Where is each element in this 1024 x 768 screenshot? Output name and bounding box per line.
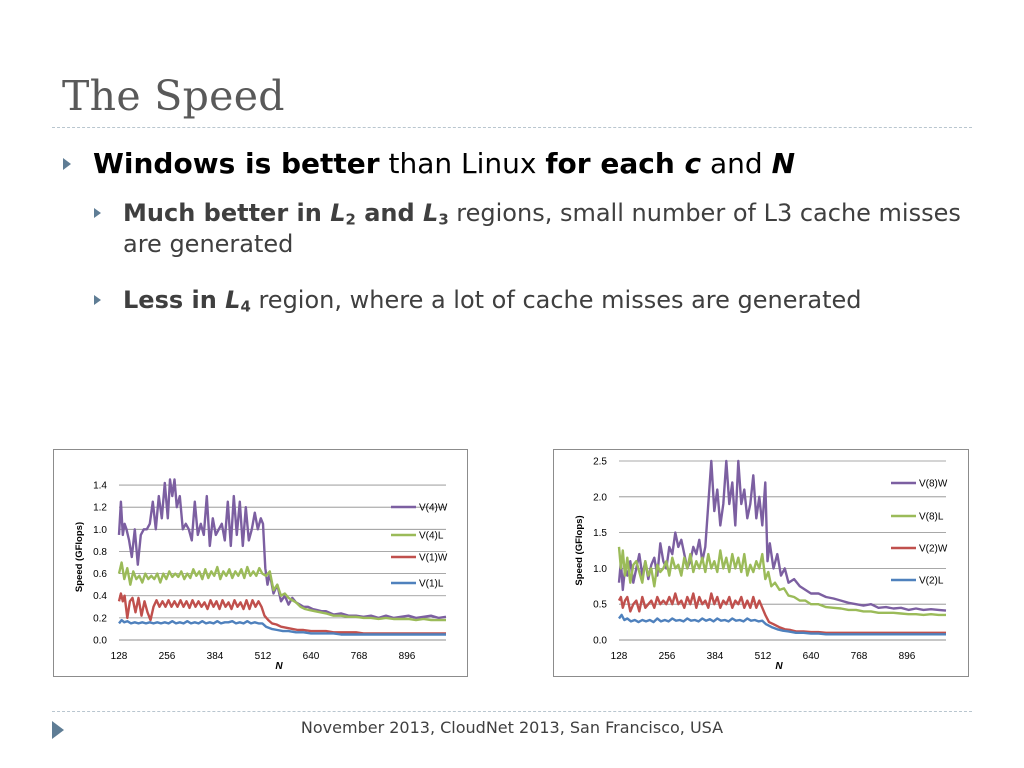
title-divider <box>52 127 972 128</box>
x-tick-label: 128 <box>111 651 128 662</box>
x-tick-label: 128 <box>611 651 628 662</box>
y-tick-label: 0.4 <box>93 591 107 602</box>
x-tick-label: 640 <box>303 651 320 662</box>
y-tick-label: 1.5 <box>593 528 607 539</box>
x-axis-label: N <box>775 661 783 672</box>
legend-entry: V(2)W <box>919 544 948 555</box>
y-tick-label: 1.0 <box>93 525 107 536</box>
y-tick-label: 0.0 <box>93 636 107 647</box>
x-tick-label: 384 <box>207 651 224 662</box>
footer-divider <box>52 711 972 712</box>
legend-entry: V(8)W <box>919 479 948 490</box>
x-tick-label: 896 <box>399 651 416 662</box>
series-line-V(1)W <box>117 592 446 635</box>
legend-entry: V(2)L <box>919 576 944 587</box>
series-line-V(2)W <box>617 592 946 635</box>
speed-chart-v8-v2: 0.0 0.5 1.0 1.5 2.0 2.5 128 256 384 512 640 768 896 N… <box>574 457 948 673</box>
y-tick-label: 1.2 <box>93 503 107 514</box>
sub-bullet-arrow-icon <box>94 208 101 218</box>
slide-title: The Speed <box>62 72 285 120</box>
series-line-V(2)L <box>618 613 946 636</box>
y-axis-label: Speed (GFlops) <box>74 522 85 592</box>
y-axis-label: Speed (GFlops) <box>574 515 585 585</box>
x-tick-label: 384 <box>707 651 724 662</box>
y-tick-label: 1.4 <box>93 481 107 492</box>
footer-text: November 2013, CloudNet 2013, San Franci… <box>300 718 724 737</box>
bullet-windows-better: Windows is better than Linux for each c … <box>93 147 796 180</box>
x-tick-label: 256 <box>659 651 676 662</box>
x-tick-label: 768 <box>351 651 368 662</box>
x-tick-label: 640 <box>803 651 820 662</box>
y-tick-label: 2.5 <box>593 457 607 468</box>
x-tick-label: 512 <box>255 651 272 662</box>
y-tick-label: 0.2 <box>93 613 107 624</box>
legend-entry: V(8)L <box>919 512 944 523</box>
bullet-l2-l3-regions: Much better in L2 and L3 regions, small … <box>123 199 961 258</box>
bullet-l4-region: Less in L4 region, where a lot of cache … <box>123 286 862 316</box>
y-tick-label: 0.6 <box>93 569 107 580</box>
legend-entry: V(4)L <box>419 531 444 542</box>
y-tick-label: 0.0 <box>593 636 607 647</box>
y-tick-label: 0.8 <box>93 547 107 558</box>
bullet-arrow-icon <box>63 158 71 170</box>
legend-entry: V(1)L <box>419 579 444 590</box>
chart-right: 0.0 0.5 1.0 1.5 2.0 2.5 128 256 384 512 640 768 896 N… <box>553 449 969 677</box>
speed-chart-v4-v1: 0.0 0.2 0.4 0.6 0.8 1.0 1.2 1.4 128 256 384 512 640 7… <box>74 478 448 672</box>
x-tick-label: 896 <box>899 651 916 662</box>
x-tick-label: 768 <box>851 651 868 662</box>
x-tick-label: 256 <box>159 651 176 662</box>
y-tick-label: 1.0 <box>593 564 607 575</box>
series-line-V(8)W <box>617 459 947 612</box>
series-line-V(1)L <box>118 618 446 636</box>
footer-arrow-icon <box>52 721 64 739</box>
sub-bullet-arrow-icon <box>94 295 101 305</box>
series-line-V(4)L <box>117 561 446 622</box>
x-tick-label: 512 <box>755 651 772 662</box>
y-tick-label: 2.0 <box>593 492 607 503</box>
chart-left: 0.0 0.2 0.4 0.6 0.8 1.0 1.2 1.4 128 256 384 512 640 7… <box>53 449 468 677</box>
legend-entry: V(1)W <box>419 553 448 564</box>
series-line-V(8)L <box>617 546 946 617</box>
x-axis-label: N <box>275 661 283 672</box>
legend-entry: V(4)W <box>419 503 448 514</box>
y-tick-label: 0.5 <box>593 600 607 611</box>
series-line-V(4)W <box>117 478 447 620</box>
